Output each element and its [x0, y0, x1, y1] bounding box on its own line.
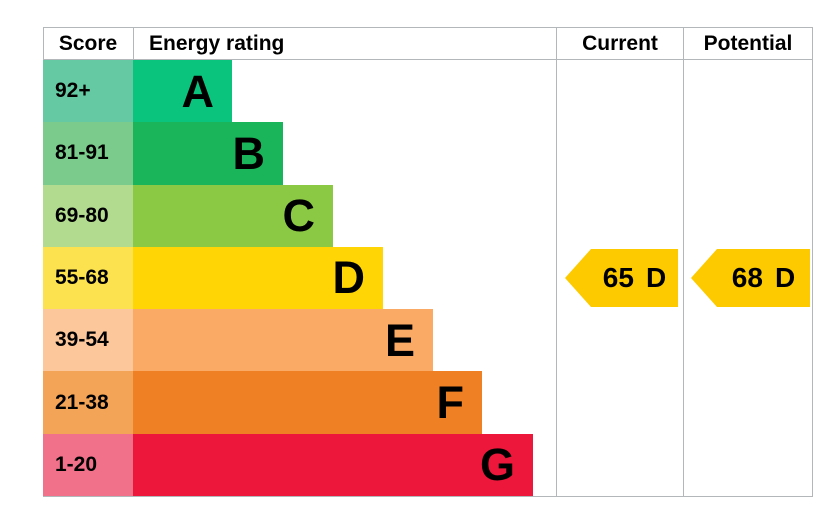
header-left-border — [43, 27, 44, 60]
band-row-c: 69-80 C — [43, 184, 813, 247]
current-column-header: Current — [582, 31, 658, 55]
rating-bar: D — [133, 246, 383, 310]
potential-rating-value: 68 — [731, 262, 763, 293]
rating-letter: E — [384, 314, 415, 366]
rating-letter: A — [181, 65, 215, 117]
current-rating-band: D — [645, 262, 667, 293]
potential-rating-band: D — [774, 262, 796, 293]
potential-column-divider — [683, 27, 684, 497]
energy-rating-column-header: Energy rating — [149, 31, 285, 55]
table-bottom-border — [43, 496, 813, 497]
current-rating-arrow: 65 D — [565, 249, 678, 307]
rating-letter: F — [436, 377, 465, 429]
rating-bar: B — [133, 122, 283, 185]
score-cell: 21-38 — [43, 371, 133, 434]
band-row-d: 55-68 D — [43, 246, 813, 310]
score-cell: 92+ — [43, 60, 133, 123]
current-column-divider — [556, 27, 557, 497]
score-cell: 69-80 — [43, 184, 133, 247]
band-row-f: 21-38 F — [43, 371, 813, 434]
score-cell: 55-68 — [43, 246, 133, 310]
score-cell: 1-20 — [43, 433, 133, 496]
band-row-a: 92+ A — [43, 60, 813, 123]
potential-rating-arrow: 68 D — [691, 249, 810, 307]
potential-column-header: Potential — [703, 31, 793, 55]
current-rating-value: 65 — [602, 262, 634, 293]
rating-bar: E — [133, 309, 433, 372]
rating-letter: C — [282, 190, 316, 242]
rating-bar: C — [133, 184, 333, 247]
rating-bands: 92+ A 81-91 B 69-80 C 55-68 D 39-54 E 21-38 F 1-20 G — [43, 60, 813, 496]
rating-letter: B — [232, 127, 266, 179]
score-cell: 39-54 — [43, 309, 133, 372]
band-row-b: 81-91 B — [43, 122, 813, 185]
table-top-border — [43, 27, 813, 28]
score-column-divider — [133, 27, 134, 60]
rating-bar: G — [133, 433, 533, 496]
rating-bar: F — [133, 371, 482, 434]
rating-letter: G — [479, 439, 515, 491]
band-row-g: 1-20 G — [43, 433, 813, 496]
score-column-header: Score — [58, 31, 118, 55]
header-underline — [43, 59, 813, 60]
table-right-border — [812, 27, 813, 497]
rating-bar: A — [133, 60, 232, 123]
score-cell: 81-91 — [43, 122, 133, 185]
band-row-e: 39-54 E — [43, 309, 813, 372]
rating-letter: D — [332, 252, 366, 304]
